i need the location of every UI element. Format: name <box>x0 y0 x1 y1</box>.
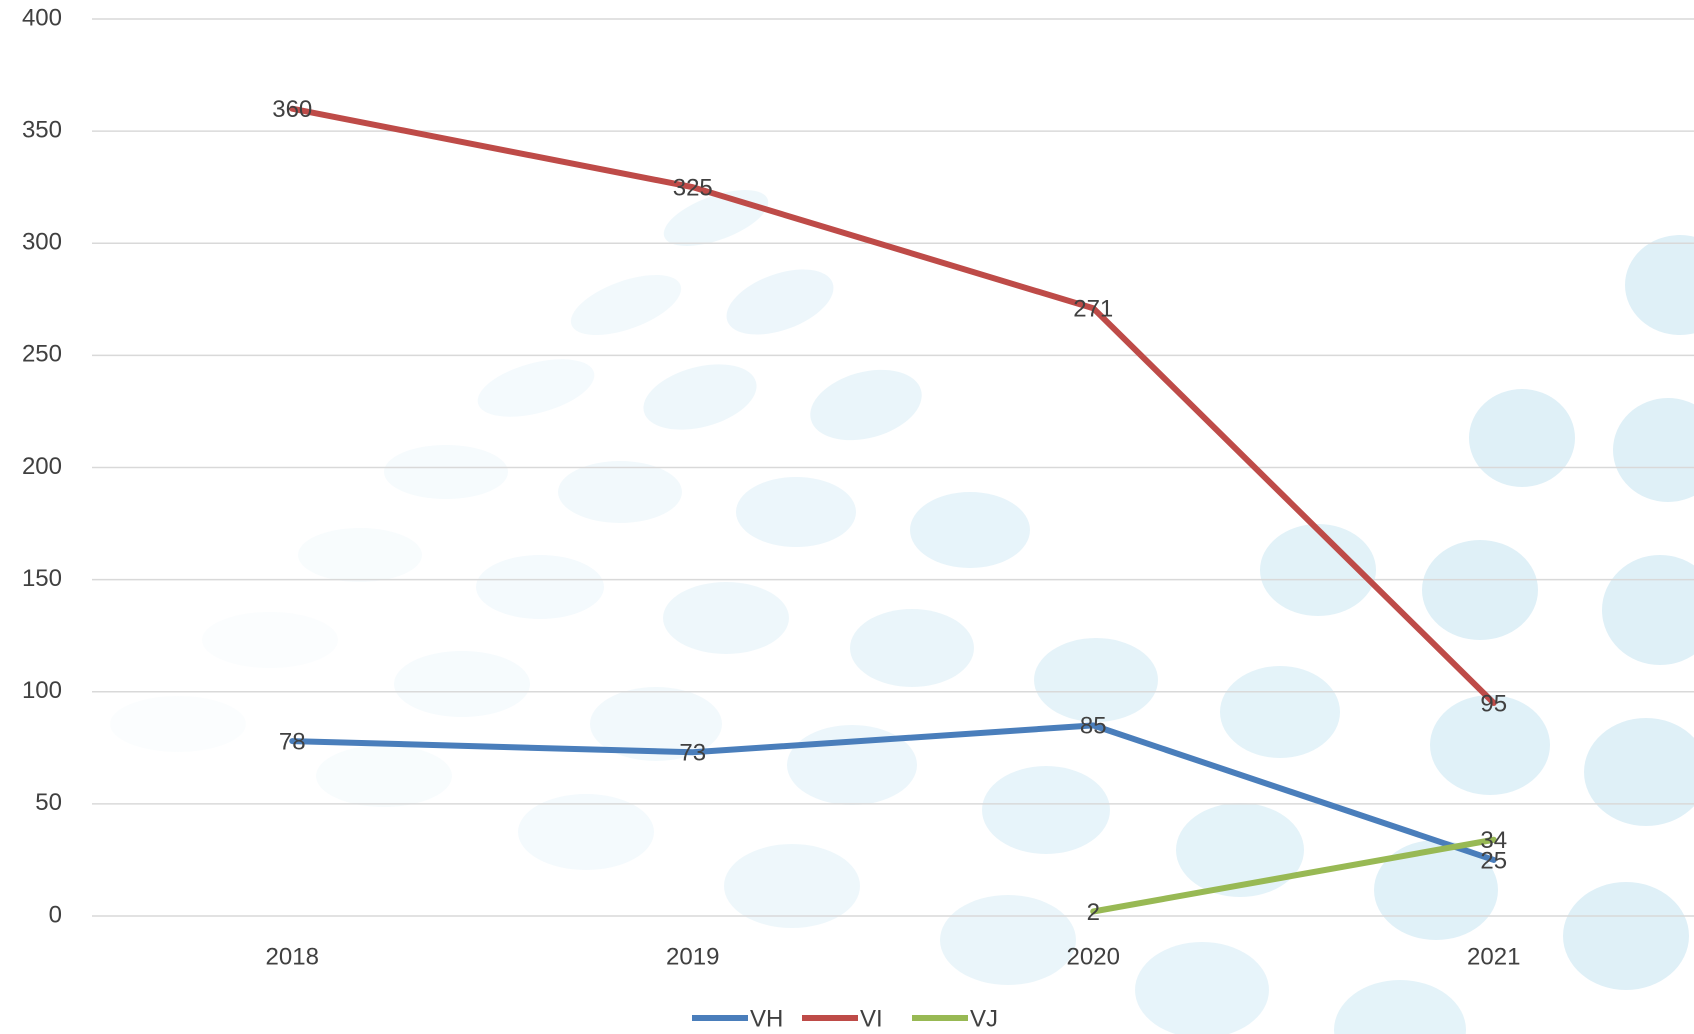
data-label: 73 <box>679 740 706 767</box>
background-decoration <box>110 190 1694 1034</box>
y-tick-label: 0 <box>49 901 62 928</box>
series-line <box>289 722 1497 863</box>
x-tick-label: 2019 <box>666 943 719 970</box>
data-label: 85 <box>1080 713 1107 740</box>
legend-label: VJ <box>970 1005 998 1032</box>
y-tick-label: 200 <box>22 453 62 480</box>
legend-label: VI <box>860 1005 883 1032</box>
y-tick-label: 150 <box>22 565 62 592</box>
y-tick-label: 400 <box>22 4 62 31</box>
data-label: 78 <box>279 728 306 755</box>
y-tick-label: 100 <box>22 677 62 704</box>
y-tick-label: 300 <box>22 229 62 256</box>
data-label: 325 <box>673 175 713 202</box>
y-tick-label: 250 <box>22 341 62 368</box>
data-label: 2 <box>1087 899 1100 926</box>
data-label: 95 <box>1480 690 1507 717</box>
data-label: 25 <box>1480 847 1507 874</box>
legend-label: VH <box>750 1005 783 1032</box>
data-label: 360 <box>272 96 312 123</box>
x-tick-label: 2020 <box>1067 943 1120 970</box>
y-tick-label: 50 <box>35 789 62 816</box>
series-line <box>1090 836 1497 915</box>
x-tick-label: 2018 <box>266 943 319 970</box>
x-tick-label: 2021 <box>1467 943 1520 970</box>
y-tick-label: 350 <box>22 116 62 143</box>
series-line <box>289 105 1497 706</box>
data-label: 271 <box>1073 296 1113 323</box>
data-label: 34 <box>1480 827 1507 854</box>
